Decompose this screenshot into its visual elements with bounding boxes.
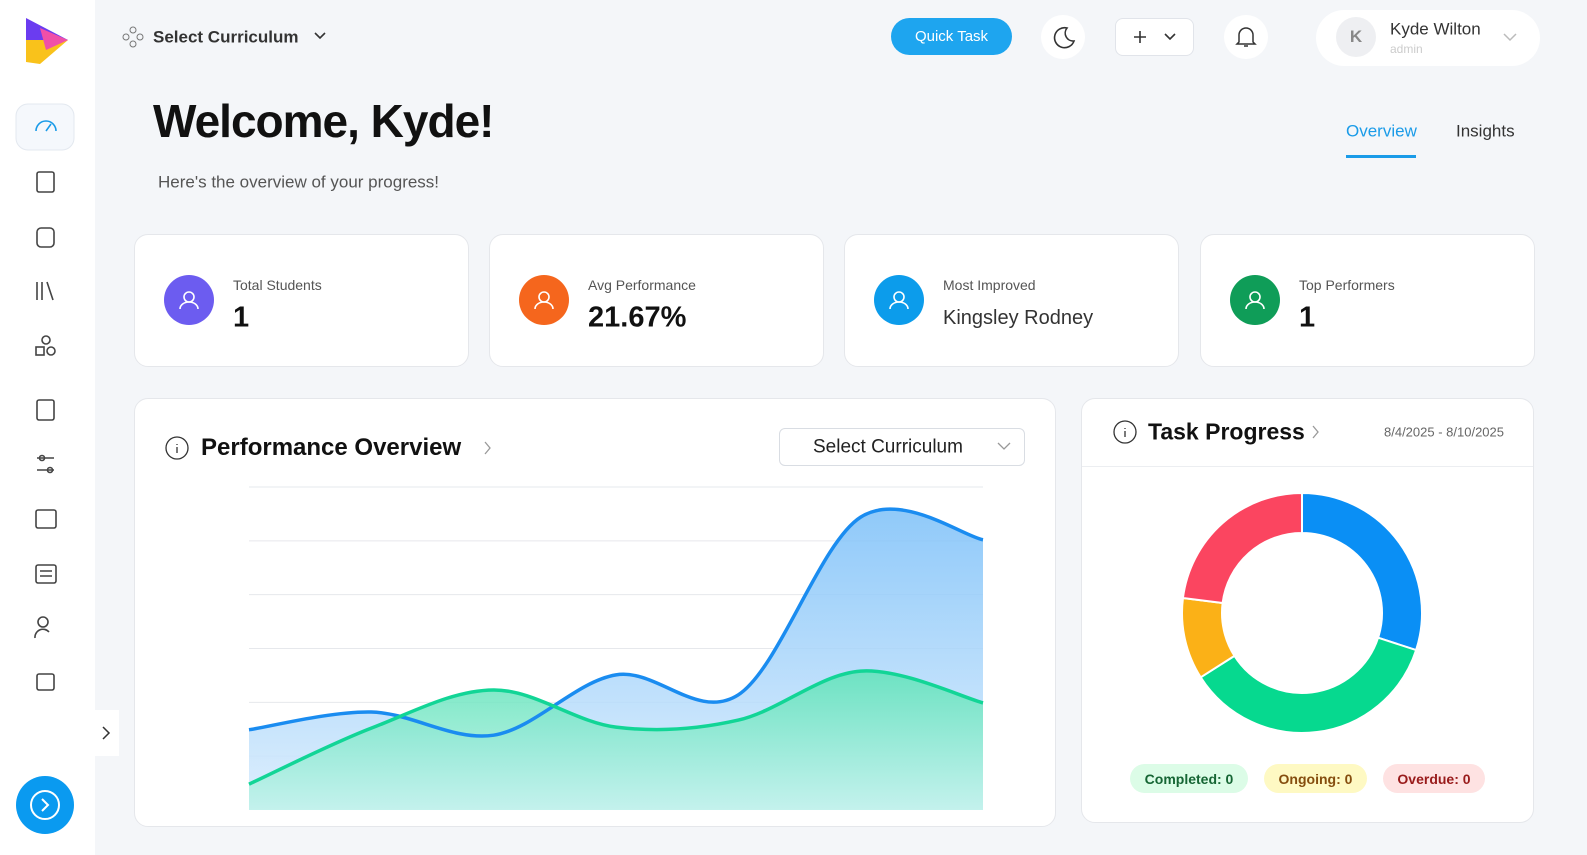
- moon-icon: [1053, 26, 1076, 49]
- welcome-subtitle: Here's the overview of your progress!: [158, 172, 440, 192]
- curriculum-selector[interactable]: Select Curriculum: [153, 27, 299, 47]
- nav-school[interactable]: [35, 509, 57, 529]
- nav-grades[interactable]: [36, 171, 55, 193]
- collapse-tab[interactable]: [95, 710, 119, 756]
- dropdown-label: Select Curriculum: [813, 436, 963, 458]
- stat-card: [489, 234, 824, 367]
- stat-label: Top Performers: [1299, 277, 1395, 293]
- nav-archive[interactable]: [35, 564, 57, 584]
- user-chevron: [1503, 33, 1517, 42]
- stat-icon: [164, 275, 214, 325]
- stat-value: 1: [233, 301, 250, 334]
- stat-value: 1: [1299, 301, 1316, 334]
- stat-label: Total Students: [233, 277, 322, 293]
- add-menu[interactable]: [1115, 18, 1194, 56]
- performance-title: Performance Overview: [201, 434, 462, 461]
- tab-indicator: [1346, 155, 1416, 158]
- badge-overdue: Overdue: 0: [1383, 764, 1485, 793]
- stat-value: Kingsley Rodney: [943, 307, 1094, 329]
- user-role: admin: [1390, 42, 1423, 56]
- curriculum-icon: [122, 26, 144, 48]
- date-range: 8/4/2025 - 8/10/2025: [1384, 424, 1504, 440]
- nav-tasks[interactable]: [36, 399, 55, 421]
- badge-ongoing: Ongoing: 0: [1264, 764, 1367, 793]
- nav-teachers[interactable]: [37, 616, 49, 628]
- avatar: K: [1336, 17, 1376, 57]
- add-icon: [1134, 31, 1176, 43]
- nav-bag[interactable]: [36, 227, 55, 248]
- welcome-title: Welcome, Kyde!: [153, 95, 494, 147]
- stat-icon: [1230, 275, 1280, 325]
- nav-gifts[interactable]: [36, 673, 55, 691]
- stat-value: 21.67%: [588, 301, 687, 334]
- stat-icon: [519, 275, 569, 325]
- collapse-icon: [102, 726, 111, 740]
- stat-icon: [874, 275, 924, 325]
- badge-completed: Completed: 0: [1130, 764, 1248, 793]
- nav-library[interactable]: [36, 281, 54, 301]
- logo: [26, 18, 68, 64]
- user-name: Kyde Wilton: [1390, 19, 1481, 39]
- curriculum-dropdown[interactable]: [779, 428, 1025, 466]
- tab-insights[interactable]: Insights: [1456, 121, 1515, 141]
- chevron: [314, 32, 326, 40]
- bell-icon: [1235, 27, 1257, 47]
- active-nav[interactable]: [15, 103, 75, 151]
- divider: [1082, 466, 1533, 467]
- sidebar-icons: [15, 18, 75, 834]
- task-title: Task Progress: [1148, 418, 1305, 445]
- stat-label: Most Improved: [943, 277, 1036, 293]
- notifications[interactable]: [1224, 15, 1268, 59]
- quick-task-button[interactable]: Quick Task: [891, 18, 1012, 55]
- stat-label: Avg Performance: [588, 277, 696, 293]
- nav-shapes[interactable]: [41, 335, 51, 345]
- task-card: [1081, 398, 1534, 823]
- nav-dashboard[interactable]: [35, 120, 57, 132]
- tab-overview[interactable]: Overview: [1346, 121, 1417, 141]
- theme-toggle[interactable]: [1041, 15, 1085, 59]
- expand-button[interactable]: [16, 776, 74, 834]
